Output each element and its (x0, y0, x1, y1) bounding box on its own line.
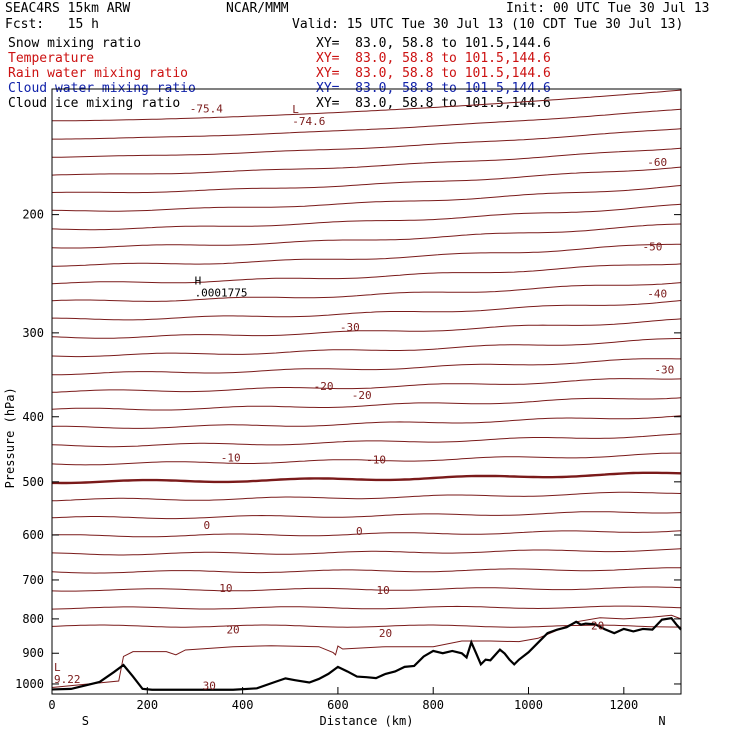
y-tick-label: 400 (22, 410, 44, 424)
valid-time: Valid: 15 UTC Tue 30 Jul 13 (10 CDT Tue … (292, 17, 684, 32)
isotherm-line (51, 203, 682, 231)
isotherm-line (51, 415, 682, 429)
isotherm-line (51, 548, 682, 556)
field-xy-cloud-ice: XY= 83.0, 58.8 to 101.5,144.6 (316, 96, 551, 111)
x-tick-label: 600 (327, 698, 349, 712)
y-tick-label: 1000 (15, 677, 44, 691)
isotherm-line (51, 282, 682, 302)
y-tick-label: 800 (22, 612, 44, 626)
cloud-boundary-line (51, 614, 682, 688)
field-xy-snow: XY= 83.0, 58.8 to 101.5,144.6 (316, 36, 551, 51)
extremum-value: 9.22 (54, 673, 81, 686)
x-end-label-north: N (658, 714, 665, 728)
extremum-value: -75.4 (190, 103, 223, 116)
isotherm-line (52, 300, 682, 321)
y-tick-label: 200 (22, 208, 44, 222)
isotherm-line (51, 318, 682, 339)
terrain-line (51, 616, 682, 691)
forecast-hour: Fcst: 15 h (5, 17, 99, 32)
field-name-rain: Rain water mixing ratio (8, 66, 189, 81)
isotherm-line (51, 433, 682, 448)
model-title: SEAC4RS 15km ARW (5, 1, 131, 16)
isotherm-label: -50 (642, 240, 662, 253)
isotherm-line (51, 586, 682, 592)
isotherm-line (51, 166, 682, 194)
x-tick-label: 0 (48, 698, 55, 712)
isotherm-line (51, 378, 682, 393)
x-end-label-south: S (82, 714, 89, 728)
isotherm-label: 0 (204, 519, 211, 532)
isotherm-label: 10 (219, 582, 232, 595)
isotherm-line (52, 358, 681, 376)
isotherm-label: 20 (379, 627, 392, 640)
y-axis-title: Pressure (hPa) (3, 387, 17, 488)
init-time: Init: 00 UTC Tue 30 Jul 13 (506, 1, 710, 16)
isotherm-line (52, 89, 682, 122)
isotherm-line (51, 338, 681, 358)
y-tick-label: 700 (22, 573, 44, 587)
field-name-cloud-ice: Cloud ice mixing ratio (8, 96, 181, 111)
y-tick-label: 900 (22, 646, 44, 660)
extremum-value: .0001775 (195, 286, 248, 299)
extremum-marker: H (195, 274, 202, 287)
extremum-marker: L (54, 661, 61, 674)
isotherm-label: -30 (340, 321, 360, 334)
isotherm-line (51, 530, 682, 538)
y-tick-label: 300 (22, 326, 44, 340)
isotherm-label: -20 (314, 380, 334, 393)
x-tick-label: 200 (136, 698, 158, 712)
isotherm-line (52, 471, 682, 485)
isotherm-line (52, 108, 682, 140)
isotherm-line (51, 147, 682, 176)
isotherm-label: -60 (647, 156, 667, 169)
isotherm-line (51, 624, 682, 628)
x-tick-label: 800 (422, 698, 444, 712)
center-title: NCAR/MMM (226, 1, 289, 16)
isotherm-line (51, 185, 682, 212)
extremum-value: -74.6 (292, 115, 325, 128)
field-xy-rain: XY= 83.0, 58.8 to 101.5,144.6 (316, 66, 551, 81)
isotherm-line (52, 243, 682, 267)
isotherm-label: 30 (203, 680, 216, 693)
isotherm-label: -40 (647, 287, 667, 300)
isotherm-line (51, 263, 682, 285)
isotherm-line (51, 511, 682, 520)
isotherm-label: -30 (654, 363, 674, 376)
isotherm-line (51, 397, 682, 411)
isotherm-label: 0 (356, 525, 363, 538)
field-xy-temperature: XY= 83.0, 58.8 to 101.5,144.6 (316, 51, 551, 66)
x-tick-label: 1000 (514, 698, 543, 712)
isotherm-label: 20 (591, 619, 604, 632)
isotherm-label: -10 (221, 452, 241, 465)
extremum-marker: L (292, 103, 299, 116)
isotherm-line (51, 452, 681, 466)
isotherm-label: -10 (366, 453, 386, 466)
isotherm-line (51, 128, 682, 158)
x-tick-label: 400 (232, 698, 254, 712)
isotherm-label: 20 (226, 624, 239, 637)
isotherm-line (51, 567, 681, 574)
isotherm-line (51, 491, 682, 502)
y-tick-label: 600 (22, 528, 44, 542)
plot-frame (51, 88, 682, 695)
isotherm-line (51, 223, 682, 249)
isotherm-line (51, 605, 682, 610)
x-axis-title: Distance (km) (320, 714, 414, 728)
y-tick-label: 500 (22, 475, 44, 489)
isotherm-label: -20 (352, 389, 372, 402)
field-name-temperature: Temperature (8, 51, 95, 66)
x-tick-label: 1200 (609, 698, 638, 712)
field-name-snow: Snow mixing ratio (8, 36, 142, 51)
isotherm-label: 10 (377, 584, 390, 597)
